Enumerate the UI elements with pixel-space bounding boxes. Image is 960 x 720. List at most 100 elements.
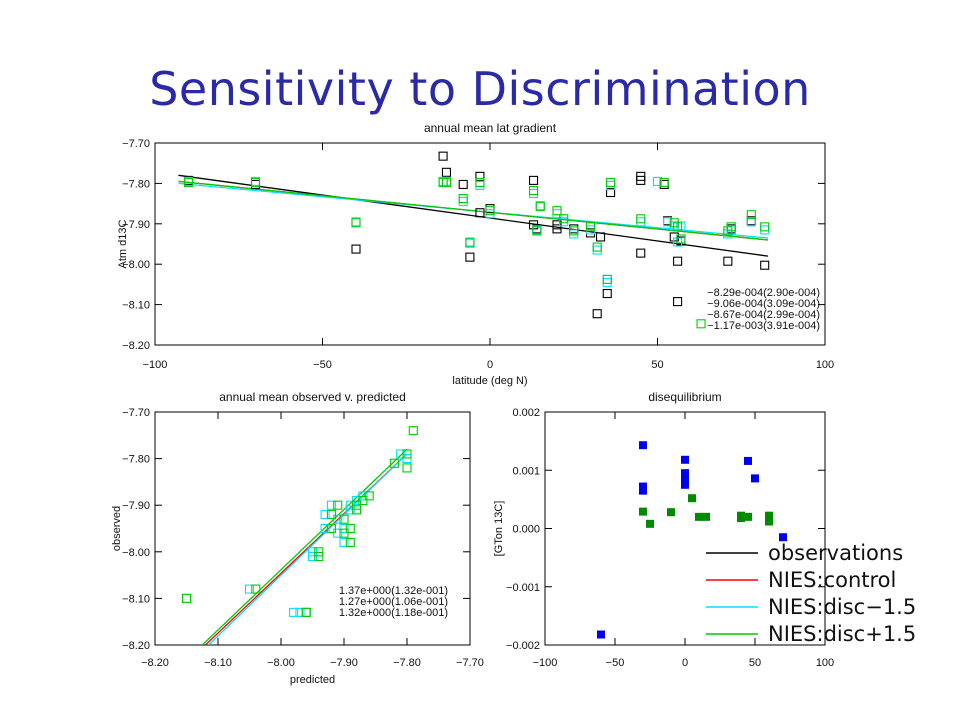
data-point-disc_plus	[676, 234, 686, 244]
legend-label: NIES:control	[768, 568, 896, 592]
data-point-disc_minus	[339, 537, 349, 548]
data-point-obs_markers	[779, 533, 787, 542]
data-point-obs_markers	[751, 474, 759, 483]
data-point-obs_markers	[681, 474, 689, 483]
x-tick-label: −8.20	[141, 657, 169, 669]
x-axis-label: latitude (deg N)	[452, 375, 527, 387]
data-point-observations	[636, 248, 646, 258]
data-point-disc_plus	[314, 551, 324, 562]
x-tick-label: 100	[816, 359, 834, 371]
data-point-disc_plus	[402, 463, 412, 473]
data-point-disc_plus	[402, 449, 412, 459]
data-point-disc_plus	[636, 214, 646, 224]
chart-title: annual mean lat gradient	[424, 121, 557, 135]
data-point-observations	[475, 171, 485, 181]
data-point-disc_minus	[345, 500, 355, 510]
data-point-disc_plus	[746, 210, 756, 220]
chart-lat-gradient: −100 −50 0 50 100 −7.70 −7.80 −7.90 −8.00 −8.10 −8…	[117, 121, 834, 387]
data-point-pred_markers	[646, 519, 654, 528]
y-tick-label: −8.10	[122, 300, 150, 312]
data-point-observations	[351, 244, 361, 254]
y-axis-label: [GTon 13C]	[493, 501, 505, 557]
fit-annotation: −8.29e-004(2.90e-004)	[707, 287, 820, 299]
data-point-disc_minus	[289, 607, 299, 617]
data-point-disc_plus	[559, 214, 569, 224]
x-tick-label: 50	[651, 359, 663, 371]
data-point-disc_plus	[326, 509, 336, 520]
data-point-disc_plus	[351, 218, 361, 228]
data-point-observations	[602, 288, 612, 299]
data-point-disc_plus	[364, 491, 374, 501]
data-point-observations	[723, 256, 733, 266]
data-point-disc_minus	[333, 514, 343, 524]
y-tick-label: 0.000	[512, 524, 540, 536]
data-point-pred_markers	[744, 512, 752, 521]
data-point-disc_minus	[760, 225, 770, 235]
chart-title: annual mean observed v. predicted	[219, 390, 406, 404]
data-point-disc_minus	[352, 495, 362, 506]
data-point-observations	[438, 151, 448, 161]
legend-label: NIES:disc−1.5	[768, 595, 916, 619]
data-point-disc_minus	[602, 277, 612, 287]
x-tick-label: −50	[313, 359, 332, 371]
data-point-obs_markers	[639, 486, 647, 495]
data-point-disc_plus	[465, 238, 475, 248]
data-point-disc_plus	[339, 514, 349, 524]
y-tick-label: −7.90	[122, 219, 150, 231]
data-point-disc_plus	[602, 274, 612, 284]
fit-annotation: −9.06e-004(3.09e-004)	[707, 298, 820, 310]
data-point-disc_plus	[441, 177, 452, 187]
plot-frame	[154, 411, 471, 646]
data-point-disc_plus	[659, 177, 669, 187]
y-tick-label: −7.80	[122, 178, 150, 190]
x-tick-label: 0	[487, 359, 493, 371]
data-point-observations	[592, 309, 602, 319]
data-point-disc_minus	[485, 209, 495, 219]
data-point-disc_minus	[181, 593, 192, 603]
x-tick-label: −100	[533, 657, 558, 669]
y-tick-label: −8.00	[122, 547, 150, 559]
data-point-pred_markers	[667, 508, 675, 517]
data-point-pred_markers	[737, 514, 745, 523]
data-point-disc_minus	[636, 217, 646, 227]
data-point-obs_markers	[681, 469, 689, 478]
y-tick-label: 0.002	[512, 407, 540, 419]
x-tick-label: −8.10	[204, 657, 232, 669]
data-point-observations	[552, 224, 562, 234]
data-point-disc_plus	[352, 500, 362, 510]
data-point-disc_minus	[475, 180, 485, 190]
data-point-pred_markers	[695, 512, 703, 521]
data-point-disc_plus	[535, 202, 545, 212]
data-point-disc_plus	[345, 537, 355, 548]
data-point-observations	[250, 179, 261, 189]
y-axis-label: observed	[111, 506, 123, 551]
x-tick-label: −7.70	[456, 657, 484, 669]
y-tick-label: −7.70	[122, 407, 150, 419]
data-point-observations	[636, 175, 646, 185]
y-tick-label: −8.10	[122, 593, 150, 605]
x-tick-label: −50	[606, 657, 625, 669]
x-axis-label: predicted	[290, 674, 335, 686]
data-point-disc_minus	[339, 523, 349, 534]
data-point-disc_minus	[307, 551, 318, 562]
data-point-disc_minus	[746, 217, 756, 227]
data-point-observations	[458, 179, 468, 189]
legend-label: observations	[768, 541, 903, 565]
fit-annotation: 1.37e+000(1.32e-001)	[339, 585, 448, 597]
y-tick-label: −8.20	[122, 340, 150, 352]
fit-line-disc_minus	[208, 453, 408, 645]
y-tick-label: −8.00	[122, 259, 150, 271]
plot-area	[181, 426, 418, 645]
data-point-pred_markers	[639, 507, 647, 516]
data-point-disc_plus	[606, 177, 616, 187]
chart-title: disequilibrium	[648, 390, 721, 404]
y-tick-label: 0.001	[512, 465, 540, 477]
data-point-pred_markers	[688, 494, 696, 503]
x-tick-label: 100	[816, 657, 834, 669]
data-point-disc_plus	[358, 495, 368, 506]
fit-line-disc_plus	[201, 448, 408, 645]
data-point-disc_minus	[345, 505, 355, 515]
data-point-obs_markers	[639, 441, 647, 450]
fit-line-observations	[178, 174, 769, 257]
